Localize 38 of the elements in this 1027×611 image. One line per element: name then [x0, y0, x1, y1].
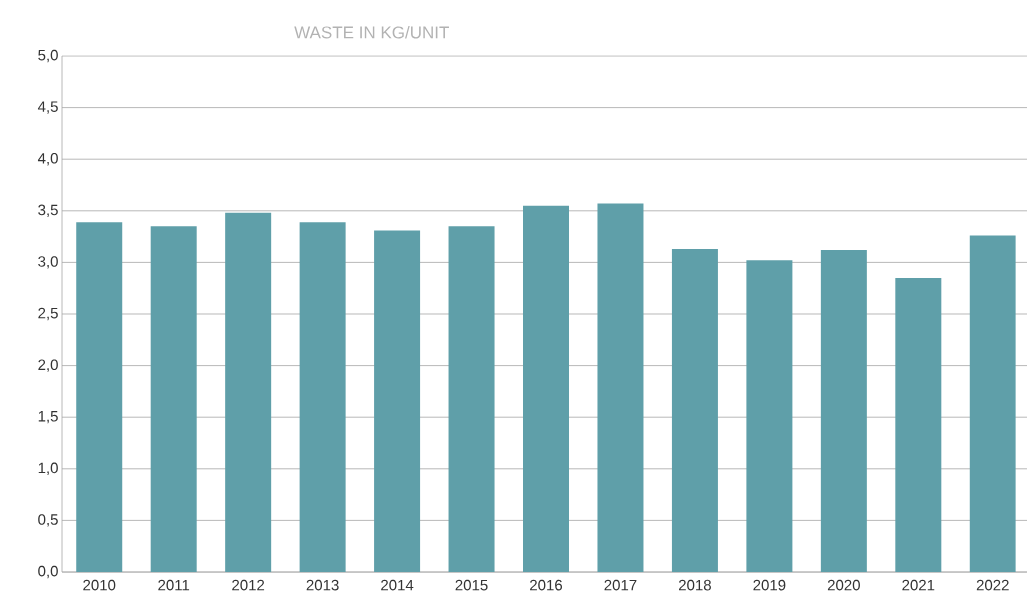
y-tick-label: 5,0: [38, 49, 58, 63]
x-tick-label: 2018: [679, 579, 711, 591]
bar: [150, 226, 197, 572]
x-tick-label: 2015: [455, 579, 488, 591]
y-tick-label: 2,5: [38, 307, 58, 321]
bar: [523, 205, 570, 572]
x-tick-label: 2019: [753, 579, 786, 591]
y-tick-label: 4,0: [37, 153, 58, 166]
bar: [895, 277, 942, 572]
bar: [746, 260, 793, 572]
x-tick-label: 2017: [604, 579, 637, 591]
bar: [374, 230, 421, 572]
bar: [448, 226, 495, 572]
x-tick-label: 2021: [902, 579, 935, 591]
x-tick-label: 2010: [83, 579, 116, 591]
bar: [299, 222, 346, 572]
chart-title: WASTE IN KG/UNIT: [294, 25, 449, 39]
y-tick-label: 0,0: [38, 565, 58, 579]
bar: [76, 222, 123, 572]
x-tick-label: 2020: [827, 579, 860, 591]
x-tick-label: 2014: [381, 579, 414, 591]
bar: [225, 212, 272, 572]
y-tick-label: 3,5: [38, 204, 58, 217]
y-tick-label: 2,0: [38, 359, 58, 372]
y-tick-label: 0,5: [38, 514, 58, 527]
x-tick-label: 2016: [530, 579, 563, 591]
x-tick-label: 2011: [158, 579, 190, 591]
y-tick-label: 4,5: [37, 101, 58, 114]
bar: [969, 235, 1016, 572]
y-tick-label: 1,5: [38, 411, 58, 424]
x-tick-label: 2013: [306, 579, 339, 591]
bar: [597, 203, 644, 572]
y-tick-label: 3,0: [38, 256, 58, 269]
x-tick-label: 2022: [976, 579, 1009, 591]
bar: [671, 248, 718, 572]
y-tick-label: 1,0: [38, 462, 58, 475]
bar: [820, 250, 867, 572]
x-tick-label: 2012: [232, 579, 265, 591]
